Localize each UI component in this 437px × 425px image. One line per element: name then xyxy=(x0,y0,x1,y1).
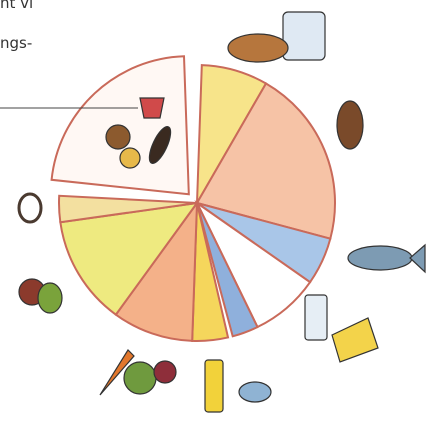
food-circle xyxy=(0,0,437,425)
wedges xyxy=(52,56,335,341)
page: nt vi ngs- xyxy=(0,0,437,425)
